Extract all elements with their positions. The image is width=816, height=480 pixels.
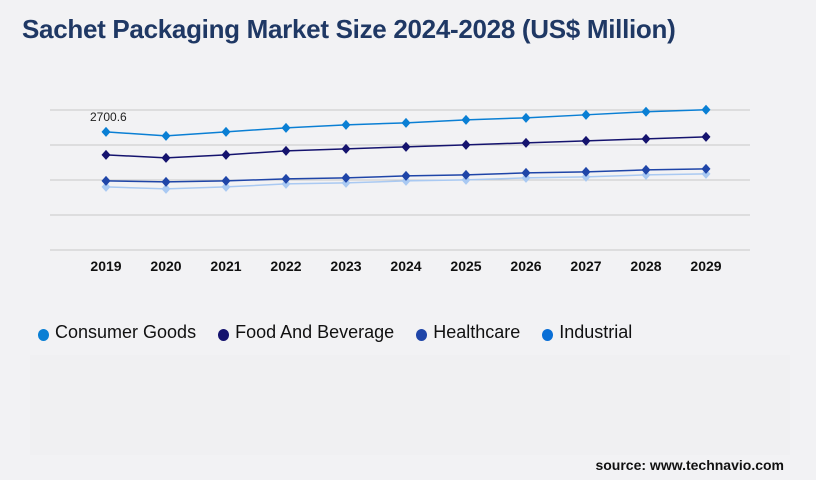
data-point <box>461 169 471 180</box>
data-point <box>401 141 411 152</box>
data-point <box>101 149 111 160</box>
legend-label: Consumer Goods <box>55 322 197 342</box>
legend-marker-icon <box>38 328 49 341</box>
x-tick-label: 2026 <box>510 258 541 274</box>
data-point <box>281 145 291 156</box>
data-point <box>641 164 651 175</box>
data-point <box>221 175 231 186</box>
data-point <box>641 106 651 117</box>
chart-title: Sachet Packaging Market Size 2024-2028 (… <box>22 14 676 44</box>
legend-item: Food And Beverage <box>218 322 394 343</box>
legend-marker-icon <box>542 328 554 341</box>
data-point <box>461 174 471 185</box>
legend: Consumer Goods Food And Beverage Healthcar… <box>38 322 632 343</box>
line-chart: 2019 2020 2021 2022 2023 2024 2025 2026 2027 2028… <box>50 104 750 274</box>
data-point <box>161 176 171 187</box>
legend-label: Food And Beverage <box>235 322 395 342</box>
data-point <box>281 122 291 133</box>
x-tick-label: 2020 <box>150 258 181 274</box>
data-point <box>581 166 591 177</box>
x-tick-label: 2023 <box>330 258 361 274</box>
background-panel <box>30 355 790 455</box>
data-point <box>461 114 471 125</box>
legend-item: Industrial <box>542 322 632 343</box>
data-point <box>521 167 531 178</box>
data-point <box>161 152 171 163</box>
source-label: source: www.technavio.com <box>595 457 784 473</box>
legend-label: Healthcare <box>433 322 521 342</box>
data-point <box>581 135 591 146</box>
legend-item: Healthcare <box>416 322 520 343</box>
data-point <box>701 104 711 115</box>
data-point <box>341 119 351 130</box>
data-point <box>641 133 651 144</box>
legend-label: Industrial <box>559 322 633 342</box>
data-point <box>401 170 411 181</box>
data-point <box>221 149 231 160</box>
legend-marker-icon <box>218 328 230 341</box>
data-point <box>101 181 111 192</box>
data-point <box>161 183 171 194</box>
data-point <box>161 130 171 141</box>
data-point <box>281 173 291 184</box>
legend-marker-icon <box>416 328 428 341</box>
x-tick-label: 2022 <box>270 258 301 274</box>
data-point <box>581 171 591 182</box>
data-point <box>221 181 231 192</box>
x-tick-label: 2025 <box>450 258 481 274</box>
data-point <box>101 175 111 186</box>
data-point <box>461 139 471 150</box>
data-point <box>401 117 411 128</box>
data-point <box>341 172 351 183</box>
data-label: 2700.6 <box>90 110 127 124</box>
data-point <box>521 172 531 183</box>
data-point <box>521 112 531 123</box>
data-point <box>701 168 711 179</box>
data-point <box>701 131 711 142</box>
data-point <box>401 175 411 186</box>
data-point <box>701 163 711 174</box>
x-tick-label: 2024 <box>390 258 421 274</box>
x-tick-label: 2021 <box>210 258 241 274</box>
data-point <box>341 143 351 154</box>
x-tick-label: 2027 <box>570 258 601 274</box>
x-tick-label: 2019 <box>90 258 121 274</box>
data-point <box>581 109 591 120</box>
legend-item: Consumer Goods <box>38 322 196 343</box>
data-point <box>101 126 111 137</box>
data-point <box>221 126 231 137</box>
x-tick-label: 2028 <box>630 258 661 274</box>
x-tick-label: 2029 <box>690 258 721 274</box>
data-point <box>521 137 531 148</box>
